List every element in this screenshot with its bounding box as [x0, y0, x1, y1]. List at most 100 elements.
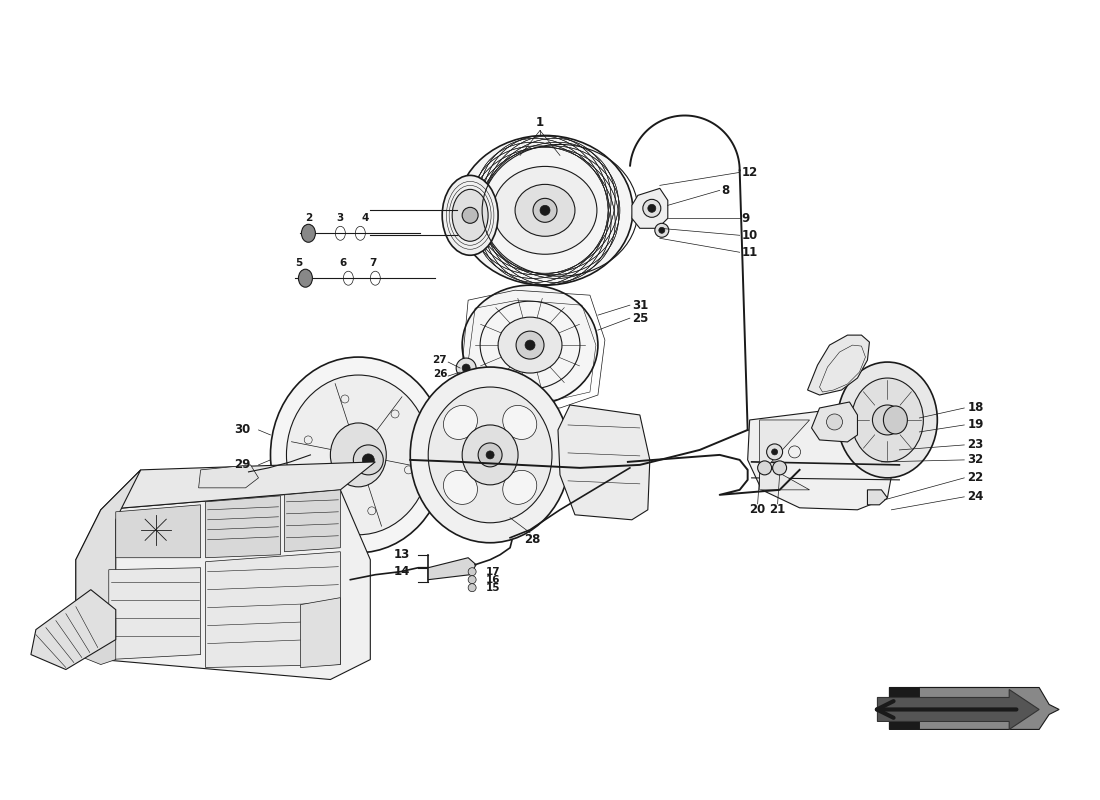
Text: 26: 26 [432, 369, 448, 379]
Polygon shape [199, 465, 258, 488]
Text: 7: 7 [370, 258, 377, 268]
Text: 22: 22 [967, 471, 983, 484]
Polygon shape [748, 410, 894, 510]
Text: 30: 30 [234, 423, 251, 437]
Circle shape [469, 568, 476, 576]
Circle shape [659, 227, 664, 234]
Polygon shape [206, 496, 280, 558]
Text: 25: 25 [631, 312, 648, 325]
Text: 16: 16 [486, 574, 500, 585]
Polygon shape [631, 188, 668, 228]
Text: 17: 17 [486, 566, 500, 577]
Ellipse shape [458, 135, 632, 285]
Circle shape [525, 340, 535, 350]
Text: 29: 29 [234, 458, 251, 471]
Circle shape [469, 576, 476, 584]
Text: 11: 11 [741, 246, 758, 258]
Ellipse shape [493, 166, 597, 254]
Circle shape [478, 443, 502, 467]
Ellipse shape [298, 270, 312, 287]
Circle shape [462, 207, 478, 223]
Text: 12: 12 [741, 166, 758, 179]
Ellipse shape [428, 387, 552, 522]
Bar [898, 405, 920, 423]
Text: 28: 28 [524, 534, 540, 546]
Text: 1: 1 [536, 116, 544, 129]
Polygon shape [812, 402, 858, 442]
Polygon shape [868, 490, 888, 505]
Ellipse shape [442, 175, 498, 255]
Circle shape [486, 451, 494, 459]
Text: 15: 15 [486, 582, 500, 593]
Circle shape [872, 405, 902, 435]
Circle shape [758, 461, 771, 475]
Polygon shape [300, 598, 340, 667]
Text: 13: 13 [394, 548, 410, 562]
Polygon shape [760, 420, 810, 475]
Polygon shape [101, 462, 375, 510]
Polygon shape [760, 462, 810, 490]
Text: 3: 3 [337, 214, 344, 223]
Ellipse shape [301, 224, 316, 242]
Ellipse shape [851, 378, 923, 462]
Text: 14: 14 [394, 566, 410, 578]
Ellipse shape [883, 406, 908, 434]
Circle shape [648, 204, 656, 212]
Circle shape [654, 223, 669, 238]
Ellipse shape [503, 470, 537, 504]
Text: 24: 24 [967, 490, 983, 503]
Circle shape [534, 198, 557, 222]
Circle shape [771, 449, 778, 455]
Ellipse shape [503, 406, 537, 439]
Text: 19: 19 [967, 418, 983, 431]
Text: 23: 23 [967, 438, 983, 451]
Text: 31: 31 [631, 298, 648, 312]
Text: 21: 21 [770, 503, 785, 516]
Ellipse shape [462, 285, 598, 405]
Ellipse shape [443, 406, 477, 439]
Polygon shape [206, 552, 340, 667]
Ellipse shape [271, 357, 447, 553]
Polygon shape [109, 568, 200, 659]
Text: 4: 4 [362, 214, 369, 223]
Circle shape [642, 199, 661, 218]
Polygon shape [428, 558, 476, 580]
Text: 27: 27 [432, 355, 448, 365]
Polygon shape [31, 590, 116, 670]
Polygon shape [116, 505, 200, 558]
Polygon shape [76, 470, 141, 620]
Circle shape [540, 206, 550, 215]
Ellipse shape [462, 425, 518, 485]
Circle shape [772, 461, 786, 475]
Polygon shape [558, 405, 650, 520]
Ellipse shape [443, 470, 477, 504]
Text: 10: 10 [741, 229, 758, 242]
Text: 6: 6 [340, 258, 346, 268]
Circle shape [826, 414, 843, 430]
Circle shape [469, 584, 476, 592]
Polygon shape [285, 490, 340, 552]
Circle shape [462, 364, 470, 372]
Polygon shape [878, 690, 1040, 730]
Circle shape [362, 454, 374, 466]
Circle shape [456, 358, 476, 378]
Ellipse shape [498, 317, 562, 373]
Ellipse shape [330, 423, 386, 487]
Text: 8: 8 [722, 184, 730, 197]
Ellipse shape [286, 375, 430, 534]
Text: 20: 20 [749, 503, 766, 516]
Text: 32: 32 [967, 454, 983, 466]
Text: 2: 2 [305, 214, 312, 223]
Polygon shape [807, 335, 869, 395]
Ellipse shape [837, 362, 937, 478]
Ellipse shape [410, 367, 570, 542]
Ellipse shape [515, 184, 575, 236]
Ellipse shape [452, 190, 488, 242]
Polygon shape [76, 490, 371, 679]
Text: 9: 9 [741, 212, 750, 225]
Circle shape [353, 445, 383, 475]
Polygon shape [890, 687, 1020, 730]
Text: 5: 5 [295, 258, 302, 268]
Circle shape [767, 444, 782, 460]
Polygon shape [920, 687, 1059, 730]
